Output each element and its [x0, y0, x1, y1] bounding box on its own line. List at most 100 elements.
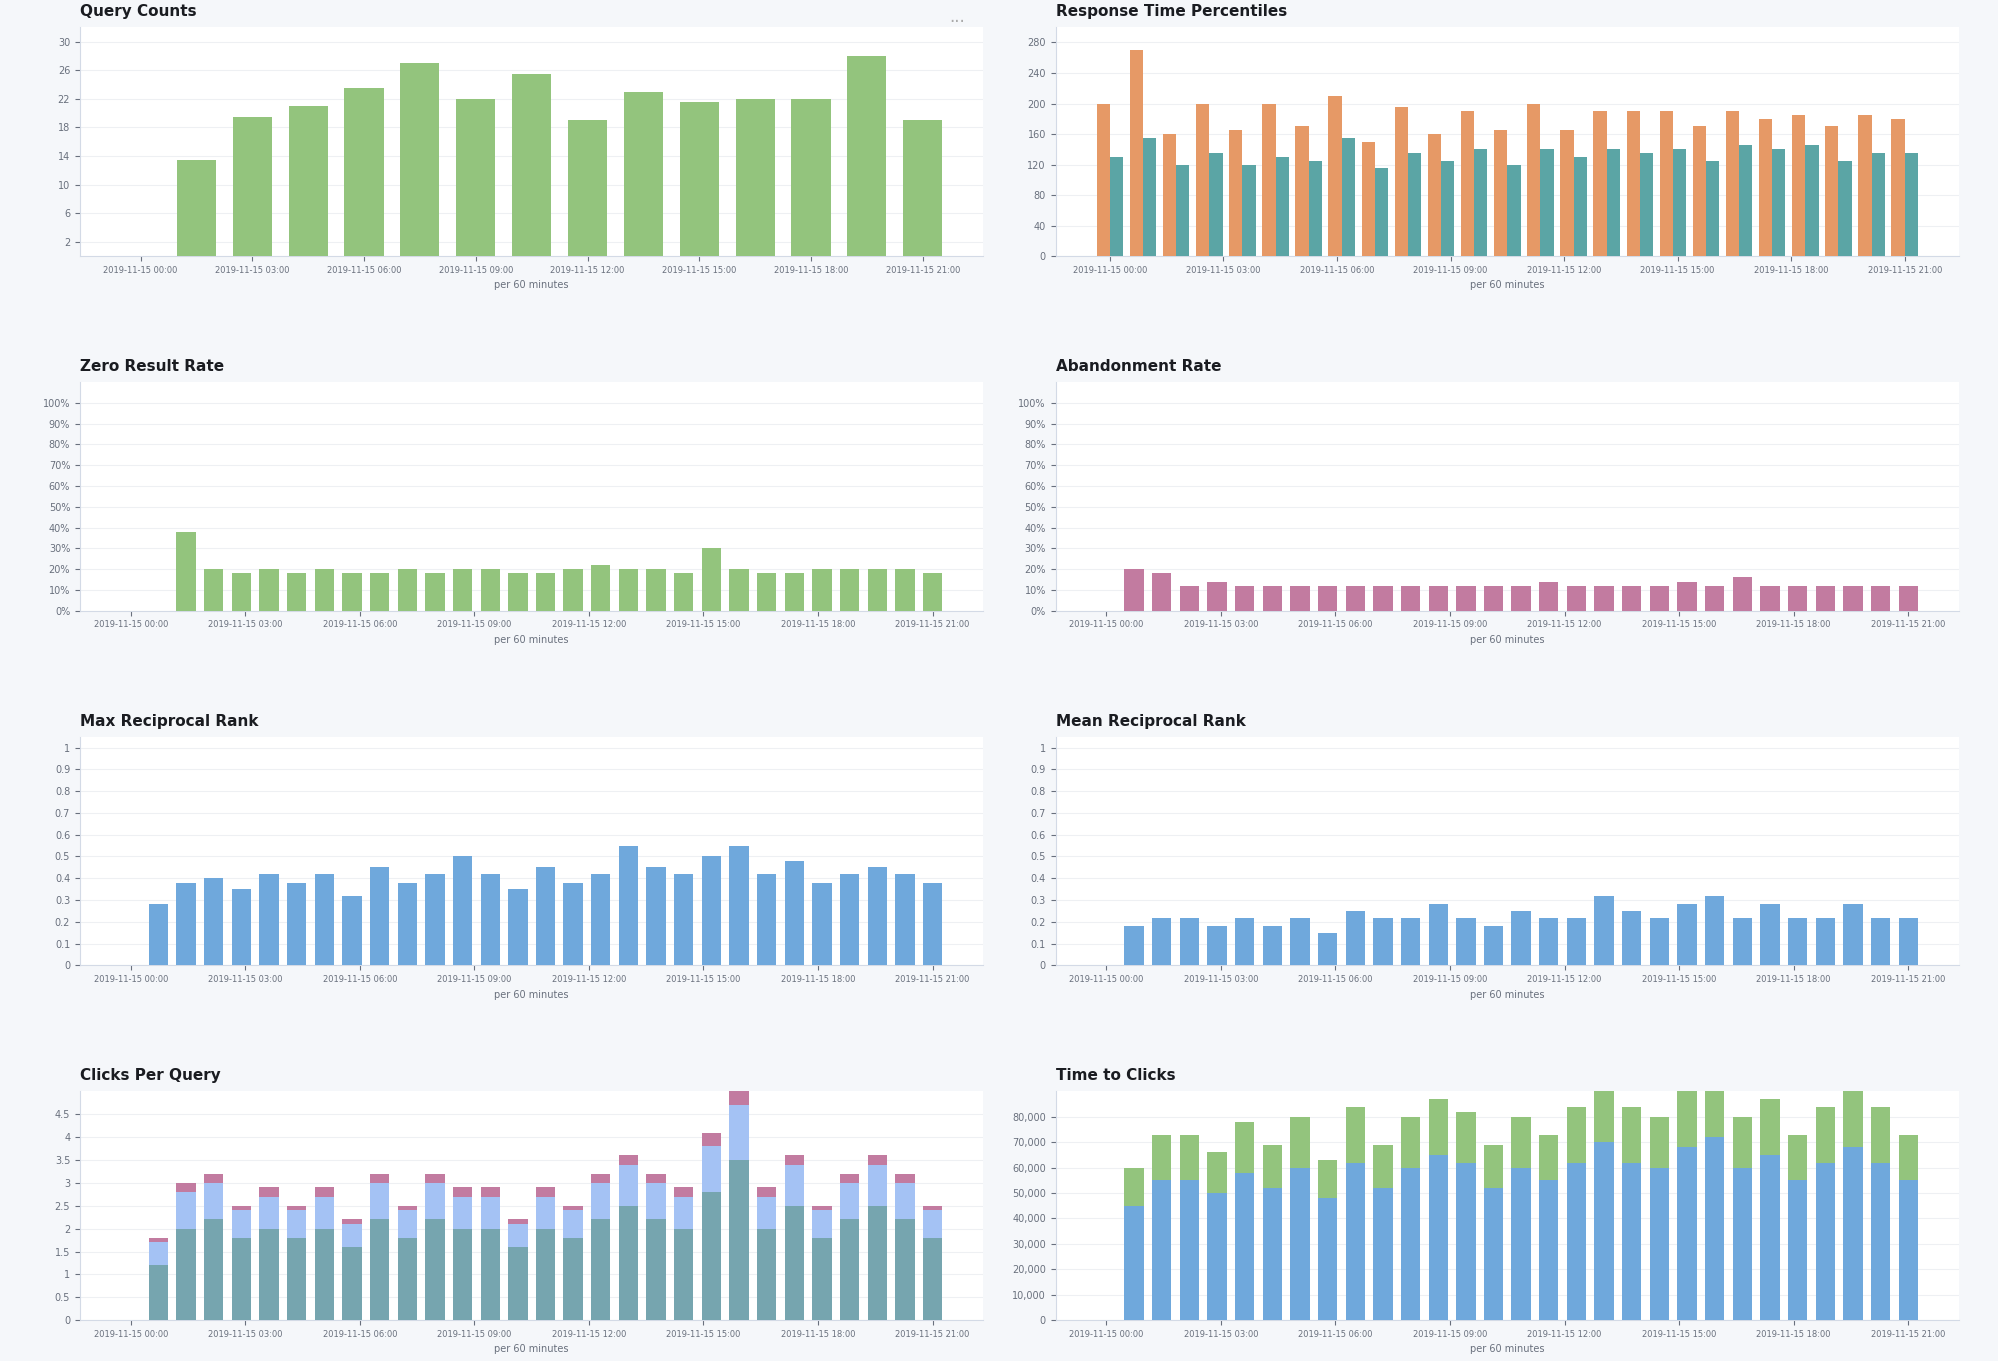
Bar	[1483, 1188, 1502, 1320]
Bar	[1738, 146, 1752, 256]
Bar	[1289, 585, 1309, 611]
Bar	[288, 573, 306, 611]
Bar	[1461, 112, 1473, 256]
Bar	[1207, 927, 1227, 965]
Bar	[1566, 1106, 1584, 1162]
Bar	[1427, 133, 1441, 256]
Bar	[785, 862, 803, 965]
Bar	[1510, 911, 1530, 965]
Bar	[370, 573, 390, 611]
Bar	[895, 1183, 915, 1219]
Bar	[1263, 585, 1281, 611]
Bar	[1163, 133, 1175, 256]
Bar	[1483, 585, 1502, 611]
Bar	[1429, 585, 1447, 611]
Bar	[1704, 1066, 1724, 1136]
Bar	[1429, 1155, 1447, 1320]
Bar	[1724, 112, 1738, 256]
Bar	[1594, 1079, 1612, 1142]
Bar	[1317, 585, 1337, 611]
Bar	[1506, 165, 1520, 256]
Bar	[480, 1196, 500, 1229]
Bar	[1373, 585, 1393, 611]
Bar	[1560, 131, 1572, 256]
Bar	[619, 1165, 637, 1206]
Bar	[1441, 161, 1455, 256]
Text: Clicks Per Query: Clicks Per Query	[80, 1068, 220, 1083]
Bar	[1345, 585, 1365, 611]
Bar	[839, 1219, 859, 1320]
Bar	[1676, 1147, 1696, 1320]
Bar	[811, 1206, 831, 1210]
Bar	[1455, 1162, 1475, 1320]
Bar	[1538, 1135, 1558, 1180]
Bar	[1345, 1106, 1365, 1162]
Text: Mean Reciprocal Rank: Mean Reciprocal Rank	[1055, 713, 1245, 728]
Bar	[1870, 917, 1890, 965]
Bar	[811, 1237, 831, 1320]
X-axis label: per 60 minutes: per 60 minutes	[494, 280, 569, 290]
X-axis label: per 60 minutes: per 60 minutes	[494, 636, 569, 645]
Bar	[923, 883, 941, 965]
Bar	[1594, 585, 1612, 611]
Bar	[370, 1183, 390, 1219]
Bar	[426, 1219, 444, 1320]
Bar	[1195, 103, 1209, 256]
Bar	[1676, 905, 1696, 965]
Text: ···: ···	[949, 14, 965, 31]
Bar	[645, 569, 665, 611]
Bar	[1540, 150, 1552, 256]
Bar	[204, 569, 224, 611]
Text: Zero Result Rate: Zero Result Rate	[80, 359, 224, 374]
Bar	[148, 1266, 168, 1320]
Bar	[204, 1173, 224, 1183]
Bar	[867, 867, 887, 965]
Bar	[1760, 585, 1778, 611]
Bar	[480, 1229, 500, 1320]
Bar	[454, 856, 472, 965]
Bar	[1179, 1135, 1199, 1180]
Bar	[757, 1196, 775, 1229]
Bar	[1760, 1098, 1778, 1155]
Bar	[398, 1210, 418, 1237]
Text: Abandonment Rate: Abandonment Rate	[1055, 359, 1221, 374]
Bar	[811, 883, 831, 965]
Bar	[314, 874, 334, 965]
Bar	[1814, 585, 1834, 611]
Bar	[757, 874, 775, 965]
Bar	[701, 1132, 721, 1146]
Bar	[342, 1219, 362, 1224]
Bar	[1179, 585, 1199, 611]
Bar	[1123, 569, 1143, 611]
Bar	[454, 1196, 472, 1229]
Bar	[1345, 1162, 1365, 1320]
Bar	[1243, 165, 1255, 256]
Bar	[1455, 917, 1475, 965]
Bar	[1804, 146, 1818, 256]
Bar	[1648, 1168, 1668, 1320]
Bar	[342, 573, 362, 611]
Bar	[1455, 1112, 1475, 1162]
Bar	[1572, 157, 1586, 256]
Bar	[895, 1219, 915, 1320]
Bar	[1594, 1142, 1612, 1320]
Bar	[1538, 917, 1558, 965]
Bar	[480, 569, 500, 611]
Bar	[645, 1219, 665, 1320]
Bar	[1510, 585, 1530, 611]
Bar	[288, 106, 328, 256]
Bar	[701, 548, 721, 611]
Bar	[785, 573, 803, 611]
Bar	[1209, 152, 1223, 256]
Bar	[645, 1173, 665, 1183]
Bar	[1606, 150, 1618, 256]
Bar	[1732, 1117, 1750, 1168]
Bar	[1143, 137, 1155, 256]
Bar	[923, 573, 941, 611]
Bar	[1638, 152, 1652, 256]
Bar	[260, 1229, 278, 1320]
Bar	[314, 569, 334, 611]
Bar	[1109, 157, 1123, 256]
Bar	[1814, 1162, 1834, 1320]
Bar	[232, 889, 252, 965]
